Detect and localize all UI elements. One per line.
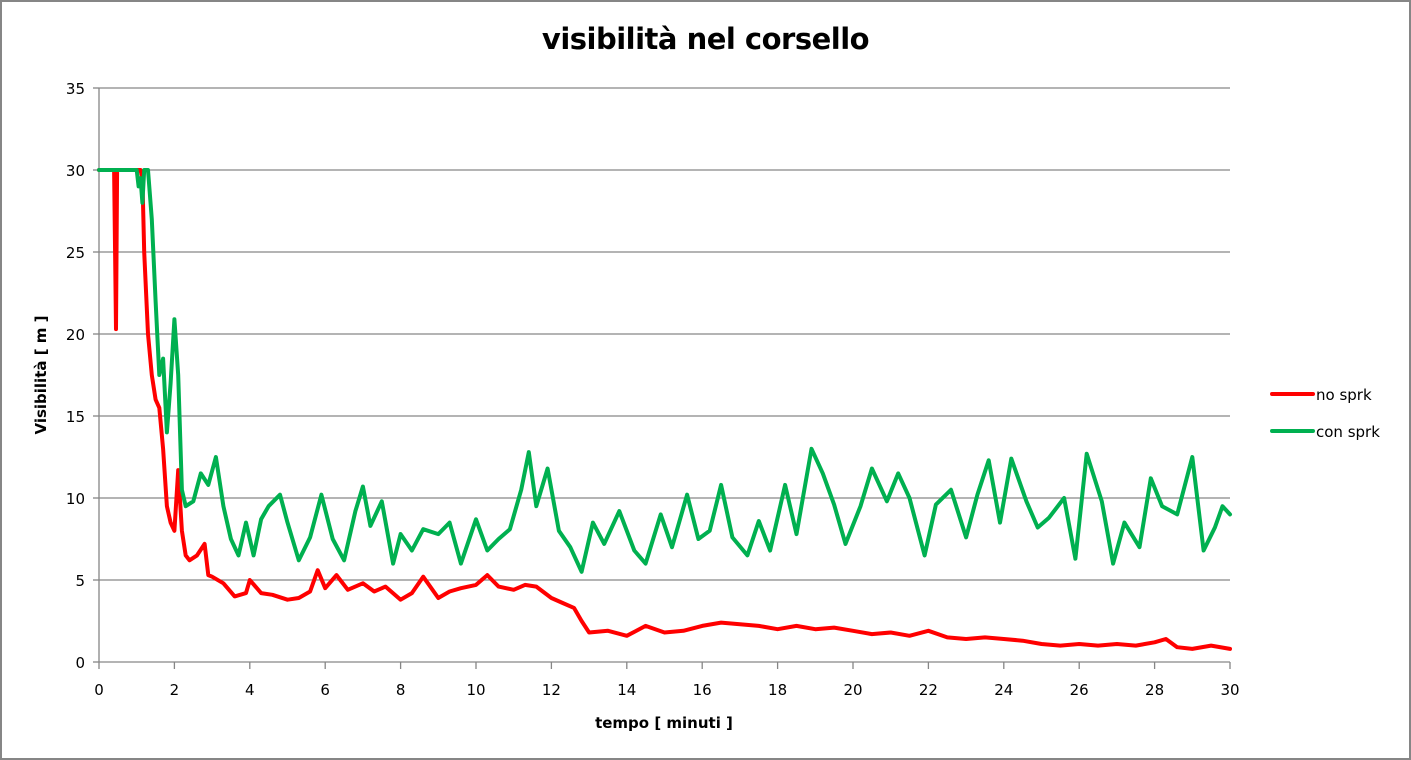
- y-tick-label: 30: [66, 162, 85, 180]
- x-tick-label: 30: [1220, 681, 1239, 699]
- legend: no sprk con sprk: [1270, 386, 1380, 441]
- y-tick-label: 10: [66, 490, 85, 508]
- x-tick-label: 20: [843, 681, 862, 699]
- y-tick-label: 20: [66, 326, 85, 344]
- x-tick-label: 24: [994, 681, 1013, 699]
- x-tick-label: 0: [94, 681, 104, 699]
- x-tick-label: 22: [919, 681, 938, 699]
- y-axis-label: Visibilità [ m ]: [32, 315, 50, 434]
- x-tick-label: 2: [170, 681, 180, 699]
- series-line-con-sprk: [97, 168, 1232, 574]
- x-tick-label: 4: [245, 681, 255, 699]
- data-series: [97, 168, 1232, 651]
- x-tick-label: 14: [617, 681, 636, 699]
- y-tick-label: 5: [75, 572, 85, 590]
- legend-item: con sprk: [1270, 423, 1380, 441]
- axes: [98, 88, 1231, 669]
- y-tick-label: 25: [66, 244, 85, 262]
- y-tick-label: 0: [75, 654, 85, 672]
- x-axis-label: tempo [ minuti ]: [595, 714, 733, 732]
- legend-label: no sprk: [1316, 386, 1372, 404]
- gridlines: [93, 87, 1230, 663]
- x-tick-label: 6: [320, 681, 330, 699]
- y-tick-label: 15: [66, 408, 85, 426]
- x-tick-label: 8: [396, 681, 406, 699]
- x-tick-label: 28: [1145, 681, 1164, 699]
- y-tick-labels: 0 5 10 15 20 25 30 35: [66, 80, 85, 672]
- legend-label: con sprk: [1316, 423, 1380, 441]
- x-tick-label: 26: [1070, 681, 1089, 699]
- x-tick-label: 16: [693, 681, 712, 699]
- x-tick-label: 12: [542, 681, 561, 699]
- chart-title: visibilità nel corsello: [541, 22, 870, 56]
- x-tick-label: 10: [466, 681, 485, 699]
- series-line-no-sprk: [97, 168, 1232, 651]
- legend-item: no sprk: [1270, 386, 1372, 404]
- x-tick-label: 18: [768, 681, 787, 699]
- x-tick-labels: 0 2 4 6 8 10 12 14 16 18 20 22 24 26 28 30: [94, 681, 1239, 699]
- y-tick-label: 35: [66, 80, 85, 98]
